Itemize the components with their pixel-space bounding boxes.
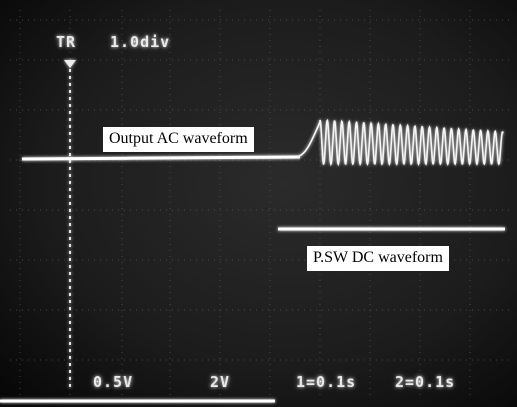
- output-ac-waveform-label: Output AC waveform: [103, 127, 254, 152]
- psw-dc-waveform-label: P.SW DC waveform: [307, 246, 449, 271]
- ch1-time-readout: 1=0.1s: [296, 373, 357, 391]
- ch2-scale-readout: 2V: [210, 373, 231, 391]
- trigger-arrow-icon: [64, 60, 76, 68]
- ch1-scale-readout: 0.5V: [93, 373, 134, 391]
- output-ac-trace: [295, 118, 504, 167]
- trace-layer: [0, 60, 505, 403]
- trigger-label: TR: [56, 33, 77, 51]
- output-ac-baseline: [21, 155, 301, 161]
- ch2-time-readout: 2=0.1s: [395, 373, 456, 391]
- timebase-readout: 1.0div: [110, 33, 171, 51]
